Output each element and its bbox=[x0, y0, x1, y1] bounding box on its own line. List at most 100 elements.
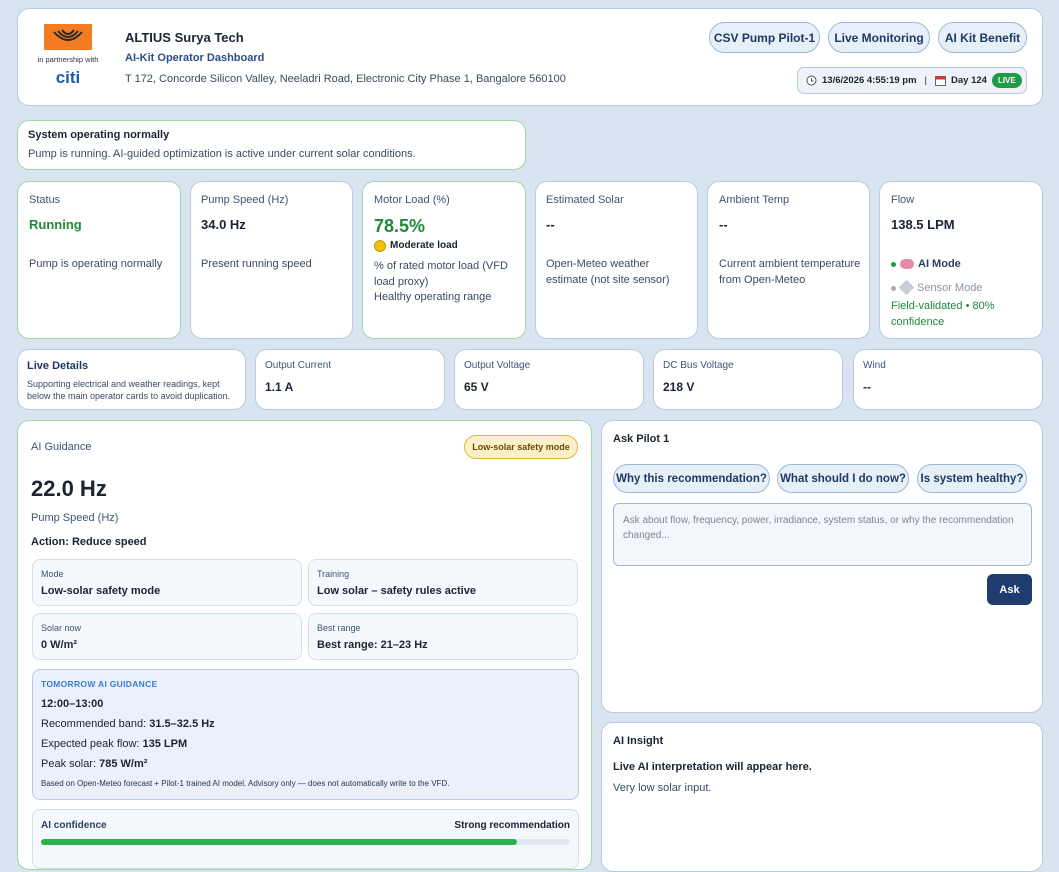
nav-button[interactable]: Live Monitoring bbox=[828, 22, 930, 53]
tile: Best range Best range: 21–23 Hz bbox=[308, 613, 578, 660]
tile-value: Best range: 21–23 Hz bbox=[317, 639, 428, 651]
card-note: Field-validated • 80% confidence bbox=[891, 300, 995, 328]
detail-value: 218 V bbox=[663, 380, 695, 394]
temp-card bbox=[707, 181, 870, 339]
nav-button[interactable]: AI Kit Benefit bbox=[938, 22, 1027, 53]
logo bbox=[44, 24, 92, 50]
card-label: Ambient Temp bbox=[719, 194, 790, 206]
detail-value: 1.1 A bbox=[265, 380, 294, 394]
line-value: 135 LPM bbox=[142, 738, 188, 750]
guidance-label: AI Guidance bbox=[31, 441, 92, 453]
guidance-value: 22.0 Hz bbox=[31, 476, 107, 501]
flow-card bbox=[879, 181, 1043, 339]
clock-icon bbox=[806, 75, 817, 86]
insight-title: AI Insight bbox=[613, 735, 664, 747]
datetime: 13/6/2026 4:55:19 pm bbox=[822, 75, 917, 86]
detail-value: 65 V bbox=[464, 380, 489, 394]
load-badge: Moderate load bbox=[390, 240, 458, 251]
alert-message: Pump is running. AI-guided optimization … bbox=[28, 148, 416, 160]
alert-title: System operating normally bbox=[28, 129, 170, 141]
mode: Sensor Mode bbox=[917, 282, 983, 294]
confidence-level: Strong recommendation bbox=[454, 820, 570, 831]
line-label: Recommended band: bbox=[41, 718, 147, 730]
card-note: Open-Meteo weather estimate (not site se… bbox=[546, 258, 670, 286]
line-label: Peak solar: bbox=[41, 758, 97, 770]
card-label: Pump Speed (Hz) bbox=[201, 194, 289, 206]
card-note: Current ambient temperature from Open-Me… bbox=[719, 258, 861, 286]
subtitle: AI-Kit Operator Dashboard bbox=[125, 52, 265, 64]
card-note: % of rated motor load (VFD load proxy) bbox=[374, 260, 508, 288]
tomorrow-footnote: Based on Open-Meteo forecast + Pilot-1 t… bbox=[41, 779, 450, 788]
suggestion[interactable]: Why this recommendation? bbox=[613, 464, 770, 493]
card-label: Flow bbox=[891, 194, 915, 206]
tile-label: Best range bbox=[317, 623, 361, 633]
live-details bbox=[17, 349, 246, 410]
tomorrow-line: Expected peak flow: 135 LPM bbox=[41, 738, 187, 750]
insight-headline: Live AI interpretation will appear here. bbox=[613, 761, 812, 773]
tomorrow-time: 12:00–13:00 bbox=[41, 698, 104, 710]
logo-caption: in partnership with bbox=[37, 55, 99, 64]
card-value: 138.5 LPM bbox=[891, 217, 955, 232]
speed-card bbox=[190, 181, 353, 339]
detail-card bbox=[653, 349, 843, 410]
mode-dot bbox=[891, 262, 896, 267]
card-value: Running bbox=[29, 217, 82, 232]
detail-card bbox=[255, 349, 445, 410]
card-note: Healthy operating range bbox=[374, 291, 492, 303]
card-note: Present running speed bbox=[201, 258, 312, 270]
detail-card bbox=[454, 349, 644, 410]
suggestion[interactable]: What should I do now? bbox=[777, 464, 909, 493]
tomorrow-line: Recommended band: 31.5–32.5 Hz bbox=[41, 718, 215, 730]
card-label: Motor Load (%) bbox=[374, 194, 450, 206]
ai-mode-icon bbox=[900, 259, 914, 269]
detail-label: Output Voltage bbox=[464, 360, 531, 371]
solar-card bbox=[535, 181, 698, 339]
partner-logo: citi bbox=[55, 68, 81, 87]
guidance-action: Action: Reduce speed bbox=[31, 536, 147, 548]
confidence-track bbox=[41, 839, 570, 845]
detail-value: -- bbox=[863, 380, 871, 394]
datetime-box: 13/6/2026 4:55:19 pm | Day 124 LIVE bbox=[797, 67, 1027, 94]
ask-input[interactable]: Ask about flow, frequency, power, irradi… bbox=[613, 503, 1032, 566]
live-details-title: Live Details bbox=[27, 360, 89, 372]
card-value: -- bbox=[719, 217, 728, 232]
card-note: Pump is operating normally bbox=[29, 258, 163, 270]
card-label: Status bbox=[29, 194, 61, 206]
detail-label: DC Bus Voltage bbox=[663, 360, 734, 371]
status-card bbox=[17, 181, 181, 339]
address: T 172, Concorde Silicon Valley, Neeladri… bbox=[125, 73, 566, 85]
mode-dot bbox=[891, 286, 896, 291]
suggestion[interactable]: Is system healthy? bbox=[917, 464, 1027, 493]
card-value: 34.0 Hz bbox=[201, 217, 246, 232]
line-label: Expected peak flow: bbox=[41, 738, 140, 750]
nav-button[interactable]: CSV Pump Pilot-1 bbox=[709, 22, 820, 53]
tomorrow-title: TOMORROW AI GUIDANCE bbox=[41, 679, 158, 689]
confidence-label: AI confidence bbox=[41, 820, 107, 831]
load-card bbox=[362, 181, 526, 339]
guidance-badge: Low-solar safety mode bbox=[464, 435, 578, 459]
detail-label: Output Current bbox=[265, 360, 332, 371]
confidence-bar bbox=[41, 839, 518, 845]
page: in partnership with citi ALTIUS Surya Te… bbox=[17, 8, 1043, 872]
live-details-description: Supporting electrical and weather readin… bbox=[27, 379, 231, 401]
card-label: Estimated Solar bbox=[546, 194, 624, 206]
day: Day 124 bbox=[951, 75, 987, 86]
tile-label: Training bbox=[317, 569, 350, 579]
live-badge: LIVE bbox=[991, 73, 1022, 88]
line-value: 31.5–32.5 Hz bbox=[149, 718, 215, 730]
guidance-value-label: Pump Speed (Hz) bbox=[31, 512, 119, 524]
tile: Mode Low-solar safety mode bbox=[32, 559, 302, 606]
insight-card bbox=[601, 722, 1043, 872]
ask-button[interactable]: Ask bbox=[987, 574, 1032, 605]
separator: | bbox=[924, 75, 928, 86]
load-indicator bbox=[374, 240, 386, 252]
tile-label: Solar now bbox=[41, 623, 82, 633]
tile-label: Mode bbox=[41, 569, 64, 579]
detail-label: Wind bbox=[863, 360, 886, 371]
alert bbox=[17, 120, 526, 170]
tile-value: Low solar – safety rules active bbox=[317, 585, 476, 597]
tile-value: 0 W/m² bbox=[41, 639, 78, 651]
detail-card bbox=[853, 349, 1043, 410]
ask-title: Ask Pilot 1 bbox=[613, 433, 670, 445]
tomorrow-line: Peak solar: 785 W/m² bbox=[41, 758, 147, 770]
